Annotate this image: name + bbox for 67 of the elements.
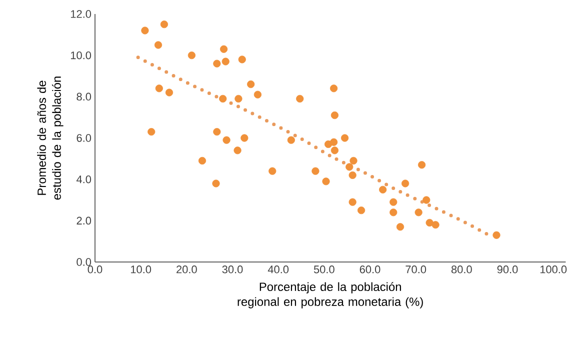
point (155, 84, 163, 92)
y-tick-label: 0.0 (76, 258, 92, 266)
point (330, 138, 338, 146)
point (213, 60, 221, 68)
y-tick-label: 12.0 (70, 10, 92, 18)
x-tick-label: 80.0 (451, 266, 472, 274)
point (234, 146, 242, 154)
point (240, 134, 248, 142)
point (296, 94, 304, 103)
x-tick-label: 40.0 (268, 266, 289, 274)
point (213, 128, 221, 136)
point (396, 223, 404, 231)
point (401, 180, 410, 188)
point (330, 111, 339, 120)
point (350, 156, 358, 165)
point (222, 136, 230, 144)
point (198, 156, 206, 165)
point (330, 84, 338, 92)
point (432, 221, 440, 229)
point (418, 161, 426, 169)
point (220, 45, 228, 53)
point (154, 41, 162, 49)
y-tick-label: 2.0 (76, 216, 92, 225)
point (390, 208, 398, 216)
point (219, 94, 227, 103)
point (268, 167, 276, 175)
point (348, 171, 356, 179)
x-tick-label: 60.0 (360, 266, 380, 274)
point (330, 146, 339, 154)
point (160, 20, 168, 28)
x-tick-label: 90.0 (497, 266, 518, 274)
x-tick-label: 10.0 (130, 266, 152, 274)
point (346, 163, 354, 171)
point (238, 56, 246, 64)
x-tick-label: 70.0 (406, 266, 426, 274)
x-tick-label: 0.0 (88, 266, 102, 274)
point (148, 128, 156, 136)
y-tick-label: 4.0 (76, 175, 92, 184)
point (348, 198, 356, 206)
point (165, 88, 174, 96)
point (254, 90, 262, 98)
x-axis-title: Porcentaje de la población regional en pobreza monetaria (%) (238, 282, 423, 308)
x-tick-label: 50.0 (314, 266, 334, 274)
point (234, 94, 242, 103)
point (492, 231, 500, 239)
point (222, 58, 230, 66)
point (357, 206, 366, 214)
point (390, 198, 398, 206)
y-tick-label: 8.0 (76, 92, 92, 101)
y-axis-title: Promedio de años de estudio de la población (37, 76, 64, 200)
point (322, 178, 330, 186)
point (212, 180, 220, 188)
point (141, 26, 149, 34)
x-tick-label: 20.0 (176, 266, 197, 274)
point (312, 167, 320, 175)
point (188, 52, 196, 60)
point (287, 136, 295, 144)
x-tick-label: 100.0 (540, 266, 567, 274)
point (422, 196, 430, 204)
x-tick-label: 30.0 (222, 266, 243, 274)
point (247, 80, 255, 88)
y-tick-label: 6.0 (76, 134, 92, 142)
point (340, 134, 349, 142)
point (379, 186, 387, 194)
y-tick-label: 10.0 (70, 51, 92, 60)
point (426, 218, 434, 227)
point (414, 208, 422, 216)
